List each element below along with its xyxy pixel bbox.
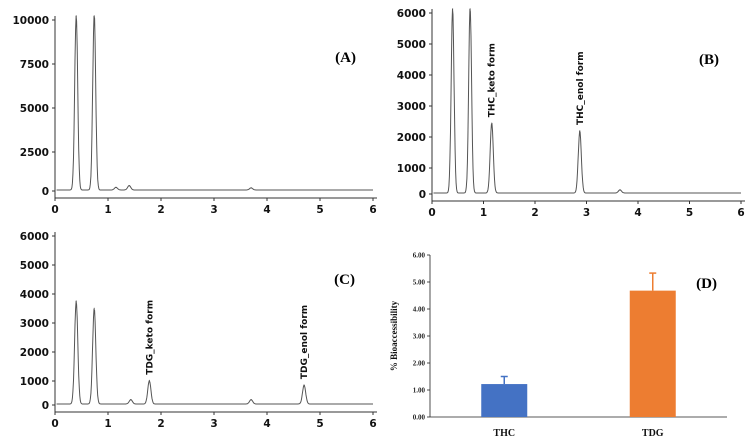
bar-chart: 0.00 1.00 2.00 3.00 4.00 5.00 6.00 THC TDG % Bioa… xyxy=(389,252,727,439)
x-tick-label: 5 xyxy=(316,204,323,216)
x-tick-label: 0 xyxy=(51,418,58,430)
bar-thc xyxy=(481,384,528,417)
peak-point xyxy=(148,380,150,382)
x-tick-label: 0 xyxy=(428,207,435,219)
y-tick-label: 6000 xyxy=(397,8,426,20)
y-tick-label: 0 xyxy=(42,400,49,412)
panel-label: (D) xyxy=(696,276,717,292)
peak-point xyxy=(250,187,252,189)
y-tick-label: 2000 xyxy=(20,347,49,359)
y-tick-label: 0 xyxy=(419,189,426,201)
y-tick-label: 6000 xyxy=(20,231,49,243)
y-tick-label: 5000 xyxy=(20,103,49,115)
panel-label: (A) xyxy=(335,50,356,66)
y-tick-label: 0.00 xyxy=(413,414,426,422)
peak-point xyxy=(303,384,305,386)
y-tick-label: 2500 xyxy=(20,147,49,159)
chromatogram-0: 0 1 2 3 4 5 6 0 2500 5000 7500 10000 (A) xyxy=(12,15,377,216)
y-tick-label: 1000 xyxy=(20,376,49,388)
x-tick-label: 0 xyxy=(51,204,58,216)
x-tick-label: 6 xyxy=(737,207,744,219)
x-tick-label: 4 xyxy=(263,418,270,430)
chromatogram-trace xyxy=(56,15,373,191)
x-tick-label: 3 xyxy=(210,204,217,216)
peak-point xyxy=(250,399,252,401)
x-tick-label: 5 xyxy=(686,207,693,219)
y-tick-label: 7500 xyxy=(20,59,49,71)
peak-point xyxy=(93,15,95,17)
peak-point xyxy=(93,307,95,309)
y-tick-label: 6.00 xyxy=(413,252,426,260)
y-tick-label: 3000 xyxy=(397,101,426,113)
panel-label: (C) xyxy=(334,272,355,288)
chromatogram-trace xyxy=(56,301,373,405)
x-tick-label: 3 xyxy=(210,418,217,430)
y-tick-label: 5000 xyxy=(20,260,49,272)
y-tick-label: 2000 xyxy=(397,132,426,144)
y-tick-label: 5000 xyxy=(397,39,426,51)
peak-point xyxy=(619,189,621,191)
peak-point xyxy=(75,15,77,17)
peak-label: THC_enol form xyxy=(576,51,586,125)
x-tick-label: 2 xyxy=(157,418,164,430)
y-tick-label: 4.00 xyxy=(413,306,426,314)
peak-point xyxy=(579,130,581,132)
peak-label: TDG_enol form xyxy=(300,305,310,379)
peak-point xyxy=(128,185,130,187)
y-tick-label: 10000 xyxy=(12,15,49,27)
y-tick-label: 3000 xyxy=(20,318,49,330)
peak-point xyxy=(491,122,493,124)
panel-label: (B) xyxy=(699,52,719,68)
peak-label: THC_keto form xyxy=(488,43,498,117)
y-tick-label: 3.00 xyxy=(413,333,426,341)
x-tick-label: 1 xyxy=(104,418,111,430)
y-tick-label: 0 xyxy=(42,186,49,198)
y-tick-label: 1.00 xyxy=(413,387,426,395)
category-label: TDG xyxy=(642,428,664,439)
x-tick-label: 3 xyxy=(583,207,590,219)
x-tick-label: 1 xyxy=(480,207,487,219)
y-tick-label: 4000 xyxy=(397,70,426,82)
y-tick-label: 2.00 xyxy=(413,360,426,368)
chromatogram-2: 0 1 2 3 4 5 6 0 1000 2000 3000 4000 5000 6000 TDG_keto… xyxy=(20,231,377,430)
bar-tdg xyxy=(629,290,676,417)
y-tick-label: 4000 xyxy=(20,289,49,301)
category-label: THC xyxy=(493,428,515,439)
x-tick-label: 4 xyxy=(634,207,641,219)
peak-point xyxy=(469,8,471,10)
peak-point xyxy=(130,399,132,401)
x-tick-label: 4 xyxy=(263,204,270,216)
x-tick-label: 6 xyxy=(369,204,376,216)
peak-point xyxy=(75,300,77,302)
x-tick-label: 2 xyxy=(531,207,538,219)
x-tick-label: 5 xyxy=(316,418,323,430)
chromatogram-1: 0 1 2 3 4 5 6 0 1000 2000 3000 4000 5000 6000 THC_keto… xyxy=(397,8,745,219)
x-tick-label: 6 xyxy=(369,418,376,430)
x-tick-label: 2 xyxy=(157,204,164,216)
y-axis-label: % Bioaccessibility xyxy=(389,300,399,371)
chromatogram-trace xyxy=(433,8,741,194)
peak-point xyxy=(115,186,117,188)
x-tick-label: 1 xyxy=(104,204,111,216)
y-tick-label: 1000 xyxy=(397,163,426,175)
y-tick-label: 5.00 xyxy=(413,279,426,287)
peak-label: TDG_keto form xyxy=(145,300,155,375)
peak-point xyxy=(452,8,454,10)
